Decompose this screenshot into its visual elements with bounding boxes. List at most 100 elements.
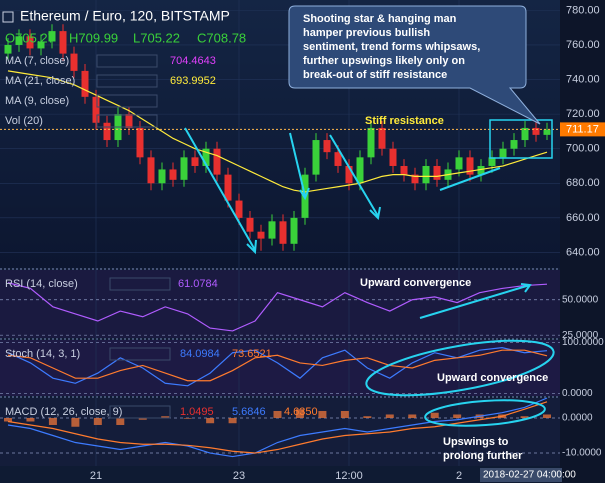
candle-body bbox=[312, 140, 320, 175]
y-tick-label: 100.0000 bbox=[562, 337, 604, 348]
candle-body bbox=[411, 174, 419, 184]
candle-body bbox=[268, 221, 276, 239]
candle-body bbox=[70, 53, 78, 71]
time-readout: 2018-02-27 04:00:00 bbox=[483, 470, 576, 481]
x-tick-label: 12:00 bbox=[335, 470, 363, 482]
pane-title: RSI (14, close) bbox=[5, 278, 78, 290]
histogram-bar bbox=[48, 417, 57, 425]
histogram-bar bbox=[430, 412, 439, 418]
macd-annotation: Upswings to bbox=[443, 436, 509, 448]
candle-body bbox=[334, 152, 342, 166]
series-line bbox=[7, 397, 548, 458]
y-tick-label: 720.00 bbox=[566, 108, 600, 120]
candle-body bbox=[466, 157, 474, 175]
rsi-annotation: Upward convergence bbox=[360, 277, 471, 289]
candle-body bbox=[378, 127, 386, 149]
candle-body bbox=[48, 31, 56, 42]
pane-readout: 84.0984 bbox=[180, 348, 220, 360]
series-line bbox=[7, 282, 548, 332]
histogram-bar bbox=[453, 414, 462, 418]
indicator-tools bbox=[96, 74, 158, 88]
candle-body bbox=[191, 157, 199, 166]
histogram-bar bbox=[138, 417, 147, 420]
candle-body bbox=[499, 148, 507, 158]
candle-body bbox=[510, 140, 518, 149]
candle-body bbox=[136, 127, 144, 158]
candle-body bbox=[213, 148, 221, 175]
histogram-bar bbox=[228, 417, 237, 424]
pane-readout: 4.6350 bbox=[284, 406, 318, 418]
ohlc-readout: O705.27 bbox=[5, 30, 55, 45]
candle-body bbox=[37, 41, 45, 49]
pane-tools bbox=[109, 277, 171, 291]
rsi-pane bbox=[0, 270, 560, 338]
histogram-bar bbox=[408, 414, 417, 418]
x-tick-label: 21 bbox=[90, 470, 102, 482]
series-line bbox=[7, 401, 548, 454]
histogram-bar bbox=[71, 417, 80, 427]
callout-line: hamper previous bullish bbox=[303, 27, 430, 39]
last-price-box bbox=[560, 122, 605, 137]
callout-line: break-out of stiff resistance bbox=[303, 69, 447, 81]
candle-body bbox=[532, 127, 540, 135]
chart-title: Ethereum / Euro, 120, BITSTAMP bbox=[20, 8, 230, 24]
histogram-bar bbox=[273, 410, 282, 418]
macd-annotation: prolong further bbox=[443, 450, 523, 462]
candle-body bbox=[169, 169, 177, 180]
histogram-bar bbox=[4, 417, 12, 422]
candle-body bbox=[4, 44, 12, 54]
y-tick-label: 700.00 bbox=[566, 143, 600, 155]
candle-body bbox=[279, 221, 287, 244]
candle-body bbox=[433, 165, 441, 180]
histogram-bar bbox=[543, 414, 551, 418]
ohlc-readout: C708.78 bbox=[197, 30, 246, 45]
candle-body bbox=[290, 217, 298, 244]
indicator-name: Vol (20) bbox=[5, 115, 43, 127]
candle-body bbox=[356, 157, 364, 184]
header: O705.27 H709.99 L705.22 C708.78 MA (7, close… bbox=[5, 30, 246, 128]
candle-body bbox=[26, 36, 34, 49]
trend-arrows bbox=[184, 127, 555, 427]
candle-body bbox=[422, 165, 430, 184]
histogram-bar bbox=[385, 414, 394, 418]
indicator-tools bbox=[96, 94, 158, 108]
candle-body bbox=[15, 36, 23, 45]
candle-body bbox=[455, 157, 463, 170]
collapse-icon[interactable] bbox=[2, 11, 14, 23]
pane-tools bbox=[109, 347, 171, 361]
y-tick-label: 0.0000 bbox=[562, 388, 593, 399]
candle-body bbox=[81, 70, 89, 97]
candle-body bbox=[224, 174, 232, 201]
y-tick-label: 660.00 bbox=[566, 212, 600, 224]
y-tick-label: 760.00 bbox=[566, 39, 600, 51]
histogram-bar bbox=[295, 409, 304, 418]
ma-line bbox=[7, 70, 548, 193]
indicator-readout: 693.9952 bbox=[170, 75, 216, 87]
histogram-bar bbox=[93, 417, 102, 425]
callout-line: Shooting star & hanging man bbox=[303, 13, 457, 25]
candle-body bbox=[92, 96, 100, 123]
candle-body bbox=[235, 200, 243, 218]
indicator-readout: 704.4643 bbox=[170, 55, 216, 67]
candle-body bbox=[158, 169, 166, 184]
y-tick-label: 640.00 bbox=[566, 246, 600, 258]
histogram-bar bbox=[340, 410, 349, 418]
candle-body bbox=[389, 148, 397, 166]
y-tick-label: -10.0000 bbox=[562, 448, 602, 459]
pane-title: Stoch (14, 3, 1) bbox=[5, 348, 80, 360]
last-price-label: 711.17 bbox=[566, 123, 599, 135]
candle-body bbox=[543, 129, 551, 135]
price-axis bbox=[560, 0, 605, 483]
pane-readout: 73.6521 bbox=[232, 348, 272, 360]
candle-body bbox=[202, 148, 210, 166]
y-tick-label: 0.0000 bbox=[562, 413, 593, 424]
indicator-tools bbox=[96, 54, 158, 68]
callout-line: further upswings likely only on bbox=[303, 55, 465, 67]
pane-tools bbox=[109, 405, 171, 419]
callout-line: sentiment, trend forms whipsaws, bbox=[303, 41, 480, 53]
y-tick-label: 680.00 bbox=[566, 177, 600, 189]
callout bbox=[288, 5, 541, 125]
histogram-bar bbox=[363, 416, 372, 418]
x-tick-label: 2 bbox=[456, 470, 462, 482]
